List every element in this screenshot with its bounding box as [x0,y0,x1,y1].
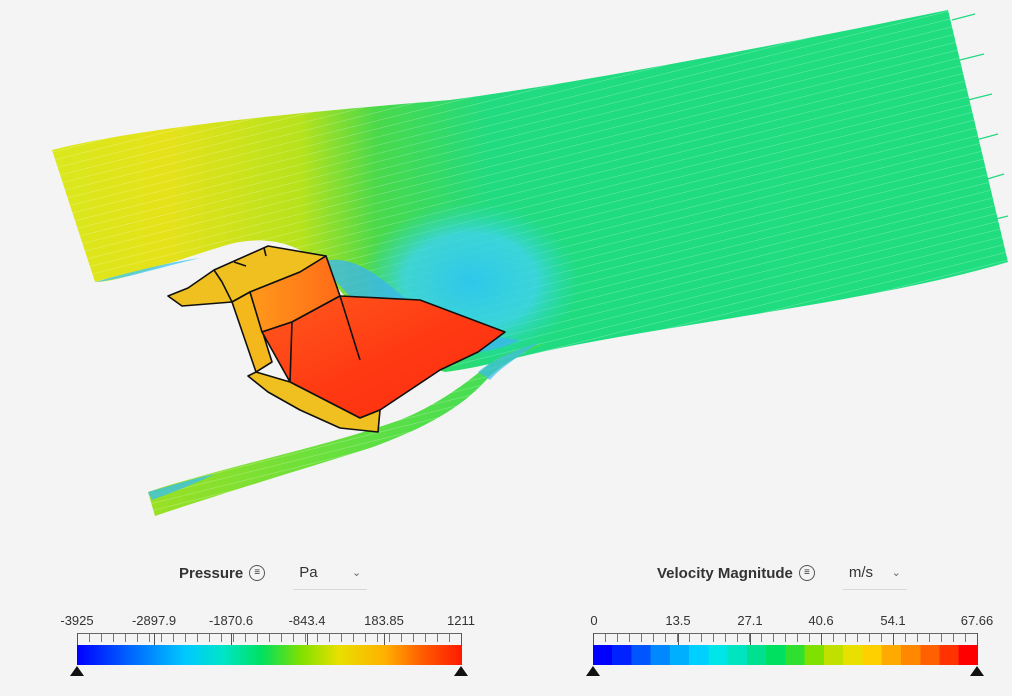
velocity-legend-title: Velocity Magnitude [657,564,793,582]
pressure-tick-label: 1211 [447,613,475,628]
pressure-unit-dropdown[interactable]: Pa ⌄ [293,556,368,590]
menu-lines-icon[interactable]: ≡ [798,565,815,581]
velocity-major-tick [750,633,751,645]
pressure-colorbar [77,645,462,665]
model-geometry[interactable] [167,245,506,433]
velocity-major-tick [977,633,978,645]
pressure-unit-value: Pa [299,564,318,581]
pressure-major-tick [231,633,232,645]
velocity-tick-scale [593,633,978,646]
pressure-major-tick [77,633,78,645]
velocity-colorbar [593,645,978,665]
menu-lines-icon[interactable]: ≡ [249,565,266,581]
velocity-tick-label: 0 [590,613,598,628]
pressure-tick-label: -1870.6 [208,613,254,628]
velocity-major-tick [893,633,894,645]
velocity-unit-dropdown[interactable]: m/s ⌄ [842,556,907,590]
velocity-tick-label: 13.5 [665,613,691,628]
velocity-major-tick [678,633,679,645]
velocity-tick-label: 40.6 [808,613,834,628]
chevron-down-icon: ⌄ [891,567,901,579]
chevron-down-icon: ⌄ [352,567,362,579]
velocity-tick-label: 27.1 [737,613,763,628]
pressure-tick-label: -843.4 [288,613,326,628]
pressure-tick-label: -2897.9 [131,613,177,628]
3d-viewport[interactable] [0,0,1012,540]
pressure-tick-label: 183.85 [364,613,404,628]
pressure-tick-label: -3925 [60,613,94,628]
velocity-legend-header: Velocity Magnitude ≡ m/s ⌄ [657,556,907,590]
pressure-legend-header: Pressure ≡ Pa ⌄ [179,556,368,590]
velocity-major-tick [821,633,822,645]
velocity-tick-label: 67.66 [960,613,994,628]
velocity-tick-label: 54.1 [880,613,906,628]
triangle-up-icon[interactable] [586,666,600,676]
streamlines-lower [148,342,545,516]
velocity-major-tick [593,633,594,645]
triangle-up-icon[interactable] [454,666,468,676]
triangle-up-icon[interactable] [70,666,84,676]
pressure-major-tick [307,633,308,645]
pressure-tick-scale [77,633,462,646]
velocity-unit-value: m/s [848,564,874,581]
pressure-legend-title: Pressure [179,564,244,582]
pressure-major-tick [461,633,462,645]
pressure-major-tick [154,633,155,645]
streamlines-upper [52,10,1009,372]
triangle-up-icon[interactable] [970,666,984,676]
pressure-major-tick [384,633,385,645]
